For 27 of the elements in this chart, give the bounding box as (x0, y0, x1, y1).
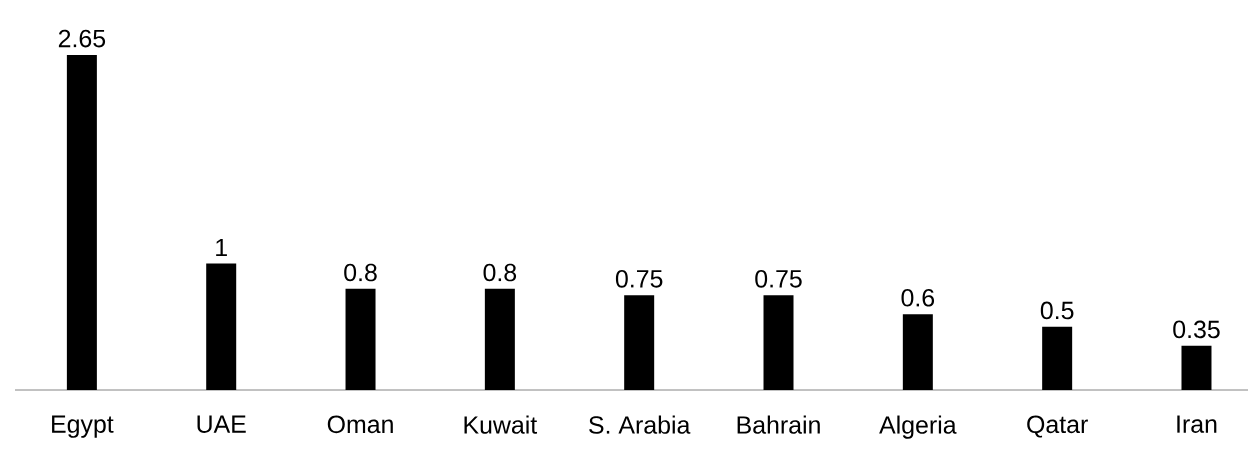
bar (624, 295, 655, 390)
bar (206, 263, 237, 390)
data-label: 0.6 (901, 288, 935, 307)
x-tick-label: Kuwait (464, 415, 538, 434)
x-tick-label: Algeria (879, 415, 957, 439)
data-label: 0.8 (344, 263, 377, 282)
data-label: 0.5 (1040, 301, 1074, 320)
data-label: 0.8 (483, 263, 517, 282)
bar (345, 288, 376, 390)
data-label: 1 (216, 238, 227, 257)
x-tick-label: UAE (197, 415, 246, 433)
bar (1181, 345, 1212, 390)
x-tick-label: S. Arabia (589, 415, 691, 434)
x-tick-label: Qatar (1027, 415, 1088, 438)
data-label: 0.35 (1173, 320, 1220, 339)
data-label: 0.75 (755, 270, 802, 288)
bar (66, 54, 97, 390)
bar (763, 295, 794, 390)
bar (1042, 326, 1073, 390)
data-label: 2.65 (58, 29, 106, 48)
bar (484, 288, 515, 390)
x-tick-label: Bahrain (737, 415, 820, 434)
x-tick-label: Iran (1177, 415, 1217, 433)
x-tick-label: Egypt (52, 415, 114, 438)
bar (902, 314, 933, 390)
x-tick-label: Oman (327, 415, 393, 434)
data-label: 0.75 (615, 270, 663, 288)
